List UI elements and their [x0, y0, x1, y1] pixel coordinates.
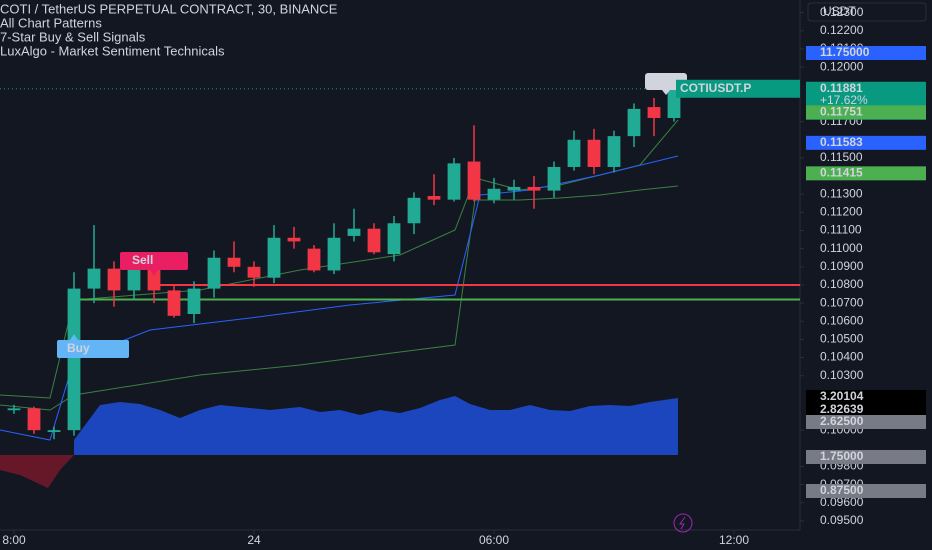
price-tag-label: 0.11751: [820, 105, 863, 119]
candle-body: [427, 196, 441, 200]
candle-body: [487, 188, 501, 200]
chart-title: COTI / TetherUS PERPETUAL CONTRACT, 30, …: [0, 1, 338, 16]
x-tick-label: 8:00: [2, 533, 26, 547]
candle-body: [267, 237, 281, 278]
price-tag-label: 11.75000: [820, 45, 870, 59]
symbol-tag: COTIUSDT.P: [680, 81, 751, 95]
y-tick-label: 0.12300: [820, 5, 864, 19]
candle-body: [7, 408, 21, 411]
y-tick-label: 0.12000: [820, 59, 864, 73]
y-tick-label: 0.12200: [820, 23, 864, 37]
x-tick-label: 12:00: [719, 533, 749, 547]
y-tick-label: 0.09600: [820, 495, 864, 509]
replay-icon[interactable]: [673, 513, 693, 533]
y-tick-label: 0.11500: [820, 150, 863, 164]
candle-body: [367, 228, 381, 253]
candle-body: [107, 268, 121, 291]
price-tag-label: 3.20104: [820, 389, 864, 403]
replay-icon-bolt: [679, 516, 686, 530]
signal-box: [57, 340, 129, 358]
symbol-tag-box: [676, 79, 800, 98]
indicator-name: 7-Star Buy & Sell Signals: [0, 29, 146, 44]
price-tag-label: 2.62500: [820, 414, 864, 428]
price-tag-label: 0.87500: [820, 483, 864, 497]
candle-body: [307, 248, 321, 271]
pattern-label: 0.9: [658, 74, 675, 88]
candle-body: [347, 228, 361, 236]
currency-label[interactable]: USDT: [823, 4, 856, 18]
candle-body: [567, 139, 581, 167]
sentiment-area-negative: [0, 455, 74, 488]
candle-body: [407, 197, 421, 224]
price-tag-box: [806, 166, 926, 181]
price-tag-label: 0.11881: [820, 81, 863, 95]
candle-body: [547, 166, 561, 191]
candle-body: [87, 268, 101, 289]
candle-body: [627, 108, 641, 137]
candle-body: [587, 139, 601, 167]
price-tag-box: [806, 484, 926, 498]
y-tick-label: 0.10500: [820, 332, 864, 346]
candle-body: [447, 163, 461, 200]
y-tick-label: 0.11000: [820, 241, 863, 255]
price-tag-label: 0.11583: [820, 135, 863, 149]
price-tag-box: [806, 135, 926, 150]
price-tag-box: [806, 390, 926, 404]
sentiment-area: [74, 396, 678, 455]
candle-body: [467, 161, 481, 200]
legend: COTI / TetherUS PERPETUAL CONTRACT, 30, …: [0, 1, 338, 58]
y-tick-label: 0.09500: [820, 513, 864, 527]
price-tag-label: 0.11415: [820, 166, 863, 180]
y-tick-label: 0.11300: [820, 186, 863, 200]
currency-button[interactable]: [807, 2, 927, 22]
candle-body: [327, 237, 341, 271]
signal-pointer: [150, 270, 158, 276]
price-tag-label: 1.75000: [820, 449, 864, 463]
candle-body: [147, 268, 161, 291]
candle-body: [227, 257, 241, 267]
indicator-name: LuxAlgo - Market Sentiment Technicals: [0, 43, 225, 58]
candle-body: [127, 268, 141, 291]
signal-label: Sell: [132, 253, 153, 267]
candle-body: [647, 107, 661, 118]
x-tick-label: 06:00: [479, 533, 509, 547]
candle-body: [67, 288, 81, 431]
pattern-label-pointer: [662, 90, 670, 95]
price-tag-box: [806, 450, 926, 464]
price-tag-sub: +17.62%: [820, 93, 868, 107]
candle-body: [47, 430, 61, 432]
candle-body: [247, 266, 261, 278]
price-tag-box: [806, 105, 926, 120]
y-tick-label: 0.10400: [820, 350, 864, 364]
candle-body: [27, 408, 41, 431]
y-tick-label: 0.10600: [820, 313, 864, 327]
y-tick-label: 0.11200: [820, 205, 863, 219]
candle-body: [207, 257, 221, 289]
price-tag-label: 2.82639: [820, 402, 864, 416]
candle-body: [167, 290, 181, 316]
candle-body: [287, 237, 301, 242]
x-tick-label: 24: [247, 533, 261, 547]
indicator-name: All Chart Patterns: [0, 15, 102, 30]
signal-box: [120, 252, 188, 270]
y-tick-label: 0.10700: [820, 295, 864, 309]
price-tag-box: [806, 415, 926, 429]
candle-body: [187, 288, 201, 315]
candle-body: [387, 223, 401, 255]
signal-pointer: [70, 334, 78, 340]
y-tick-label: 0.10900: [820, 259, 864, 273]
signal-label: Buy: [67, 341, 90, 355]
candle-body: [607, 136, 621, 167]
y-tick-label: 0.10300: [820, 368, 864, 382]
candle-body: [527, 186, 541, 191]
price-tag-box: [806, 403, 926, 417]
y-tick-label: 0.10800: [820, 277, 864, 291]
candle-body: [507, 186, 521, 191]
y-tick-label: 0.11100: [820, 223, 862, 237]
price-tag-box: [806, 46, 926, 60]
